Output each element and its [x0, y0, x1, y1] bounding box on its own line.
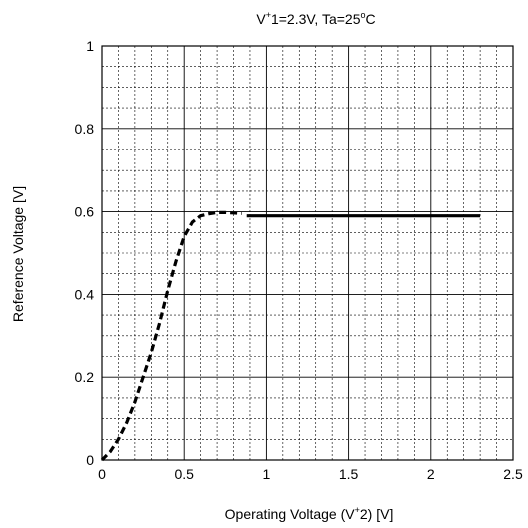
plot-frame: [101, 45, 514, 461]
y-tick-label: 0.4: [75, 286, 95, 302]
y-tick-label: 0.2: [75, 369, 95, 385]
y-axis-label: Reference Voltage [V]: [10, 186, 26, 322]
chart-title: V+1=2.3V, Ta=25oC: [256, 10, 375, 27]
x-tick-label: 1: [263, 466, 271, 482]
x-tick-label: 1.5: [339, 466, 359, 482]
series-line-dashed: [100, 210, 242, 462]
y-tick-labels: 0 0.2 0.4 0.6 0.8 1: [75, 38, 95, 468]
minor-grid: [102, 46, 513, 460]
x-tick-labels: 0 0.5 1 1.5 2 2.5: [98, 466, 523, 482]
x-tick-label: 2: [427, 466, 435, 482]
x-tick-label: 0.5: [174, 466, 194, 482]
x-axis-label: Operating Voltage (V+2) [V]: [225, 505, 394, 522]
y-tick-label: 0.8: [75, 121, 95, 137]
y-tick-label: 1: [86, 38, 94, 54]
major-grid: [102, 46, 513, 460]
series-layer: [100, 210, 481, 462]
y-tick-label: 0: [86, 452, 94, 468]
x-tick-label: 0: [98, 466, 106, 482]
y-tick-label: 0.6: [75, 204, 95, 220]
x-tick-label: 2.5: [503, 466, 523, 482]
